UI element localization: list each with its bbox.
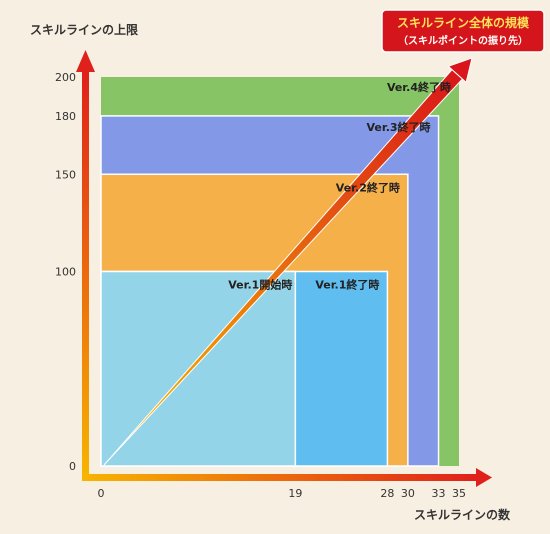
- callout-box: [381, 9, 545, 53]
- x-tick-label-0: 0: [98, 487, 105, 500]
- callout-subtitle: （スキルポイントの振り先）: [398, 34, 528, 47]
- y-axis-arrowhead: [76, 50, 95, 72]
- x-axis-line: [82, 474, 478, 481]
- callout: スキルライン全体の規模 （スキルポイントの振り先）: [381, 9, 545, 53]
- y-axis-title: スキルラインの上限: [30, 22, 138, 37]
- region-label-2: Ver.3終了時: [366, 120, 430, 134]
- y-axis-line: [82, 72, 89, 478]
- y-tick-label-200: 200: [55, 71, 76, 84]
- axes: [76, 50, 492, 487]
- diagonal-arrow-layer: Ver.4終了時 Ver.3終了時 Ver.2終了時 Ver.1終了時 Ver.1開始時: [103, 57, 473, 466]
- region-label-4: Ver.1終了時: [315, 278, 379, 292]
- x-tick-label-30: 30: [401, 487, 415, 500]
- region-label-5: Ver.1開始時: [228, 278, 292, 292]
- y-tick-label-180: 180: [55, 110, 76, 123]
- diagonal-arrowhead: [447, 57, 473, 84]
- callout-title: スキルライン全体の規模: [397, 15, 530, 30]
- x-tick-label-19: 19: [288, 487, 302, 500]
- x-axis-title: スキルラインの数: [414, 507, 511, 522]
- x-tick-label-35: 35: [452, 487, 466, 500]
- y-tick-label-150: 150: [55, 168, 76, 181]
- y-tick-label-100: 100: [55, 266, 76, 279]
- region-label-3: Ver.2終了時: [336, 180, 400, 194]
- x-axis-arrowhead: [476, 468, 492, 487]
- x-tick-label-33: 33: [432, 487, 446, 500]
- y-tick-label-0: 0: [69, 460, 76, 473]
- region-label-1: Ver.4終了時: [387, 80, 451, 94]
- x-tick-label-28: 28: [380, 487, 394, 500]
- tick-labels: 0 100 150 180 200 0 19 28 30 33 35: [55, 71, 466, 500]
